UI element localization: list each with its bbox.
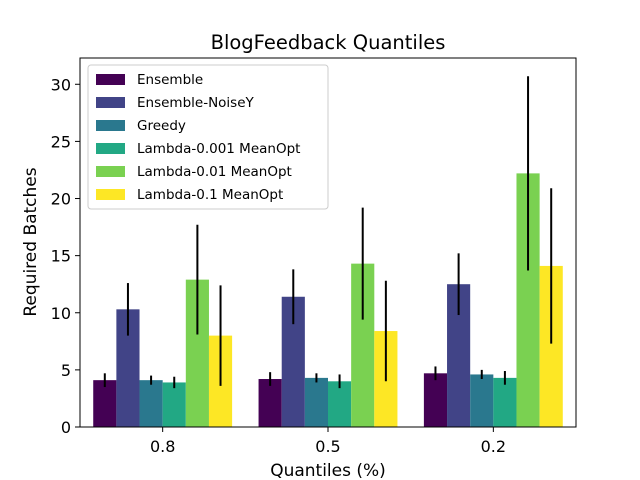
- legend-swatch: [96, 189, 125, 200]
- bar: [351, 263, 375, 427]
- legend: Ensemble Ensemble-NoiseY Greedy Lambda-0.00…: [87, 64, 329, 210]
- x-tick-label: 0.2: [481, 437, 506, 456]
- legend-label: Ensemble: [137, 72, 203, 88]
- bar: [281, 296, 305, 427]
- bar: [258, 379, 282, 427]
- x-tick-label: 0.5: [315, 437, 340, 456]
- bar: [328, 381, 352, 427]
- y-tick-label: 25: [51, 132, 71, 151]
- bar: [493, 377, 517, 427]
- bar: [185, 279, 209, 427]
- y-tick-label: 10: [51, 304, 71, 323]
- y-tick-label: 30: [51, 75, 71, 94]
- bar: [139, 380, 163, 427]
- x-axis-label: Quantiles (%): [270, 461, 386, 480]
- y-tick-label: 5: [61, 361, 71, 380]
- x-tick-label: 0.8: [150, 437, 175, 456]
- bar: [93, 380, 117, 427]
- legend-swatch: [96, 74, 125, 85]
- error-bars-group: [103, 76, 553, 389]
- axes-group: 0 5 10 15 20 25 30 0.8 0.5 0.2: [51, 57, 577, 456]
- legend-swatch: [96, 143, 125, 154]
- y-tick-label: 20: [51, 190, 71, 209]
- bar: [423, 373, 448, 427]
- y-tick-label: 15: [51, 247, 71, 266]
- legend-box: [87, 64, 329, 210]
- legend-swatch: [96, 97, 125, 108]
- legend-label: Greedy: [137, 118, 186, 134]
- bar: [116, 309, 140, 427]
- legend-swatch: [96, 120, 125, 131]
- legend-label: Lambda-0.001 MeanOpt: [137, 141, 300, 157]
- bar: [539, 265, 563, 427]
- chart-title: BlogFeedback Quantiles: [211, 31, 446, 54]
- bars-group: [93, 173, 563, 427]
- legend-label: Lambda-0.01 MeanOpt: [137, 164, 292, 180]
- bar: [447, 284, 471, 427]
- y-axis-label: Required Batches: [21, 167, 41, 316]
- bar: [516, 173, 540, 427]
- legend-label: Ensemble-NoiseY: [137, 95, 255, 111]
- legend-label: Lambda-0.1 MeanOpt: [137, 187, 283, 203]
- bar: [304, 377, 328, 427]
- y-tick-label: 0: [61, 418, 71, 437]
- legend-swatch: [96, 166, 125, 177]
- bar: [470, 374, 494, 427]
- bar: [162, 382, 186, 427]
